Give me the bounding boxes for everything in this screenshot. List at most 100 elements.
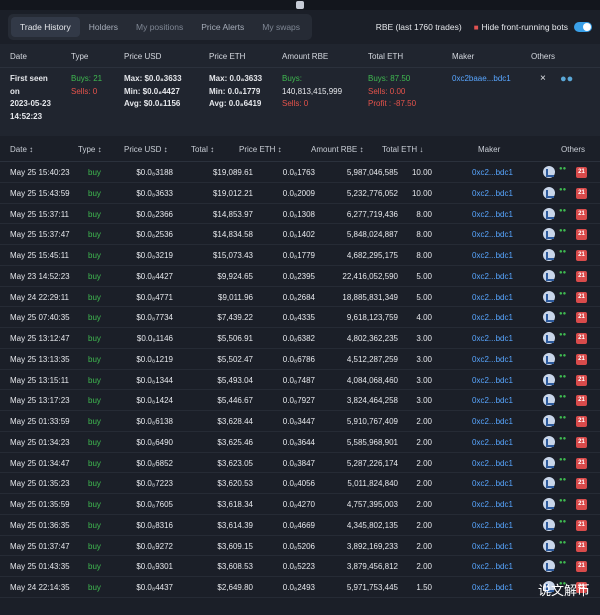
users-icon[interactable]: ●● [559,352,567,359]
th-amount[interactable]: Amount RBE ↕ [311,145,364,154]
row-maker[interactable]: 0xc2...bdc1 [472,396,513,406]
users-icon[interactable]: ●● [559,207,567,214]
chart-icon[interactable] [543,186,555,199]
chart-icon[interactable] [543,415,555,427]
count-badge[interactable]: 21 [576,478,587,490]
chart-icon[interactable] [543,539,555,552]
row-maker[interactable]: 0xc2...bdc1 [472,520,513,530]
chart-icon[interactable] [543,373,555,386]
th-price-usd[interactable]: Price USD ↕ [124,145,168,154]
users-icon[interactable]: ●● [559,415,567,421]
count-badge[interactable]: 21 [576,374,587,386]
row-maker[interactable]: 0xc2...bdc1 [472,500,513,509]
row-maker[interactable]: 0xc2...bdc1 [472,479,513,489]
chart-icon[interactable] [543,435,555,448]
count-badge[interactable]: 21 [576,353,587,365]
users-icon[interactable]: ●● [559,539,567,546]
users-icon[interactable]: ●● [559,228,567,235]
chart-icon[interactable] [543,394,555,407]
chart-icon[interactable] [543,581,555,593]
users-icon[interactable]: ●● [559,435,567,442]
chart-icon[interactable] [543,498,555,510]
count-badge[interactable]: 21 [576,499,587,510]
users-icon[interactable]: ●● [559,166,567,172]
users-icon[interactable]: ●● [559,269,567,276]
users-icon[interactable]: ●● [560,73,574,85]
chart-icon[interactable] [543,456,555,469]
users-icon[interactable]: ●● [559,249,567,255]
count-badge[interactable]: 21 [576,416,587,427]
count-badge[interactable]: 21 [576,229,587,241]
row-maker[interactable]: 0xc2...bdc1 [472,354,513,364]
users-icon[interactable]: ●● [559,477,567,484]
summary-maker[interactable]: 0xc2baae...bdc1 [452,74,511,83]
row-maker[interactable]: 0xc2...bdc1 [472,417,513,426]
users-icon[interactable]: ●● [559,518,567,525]
row-maker[interactable]: 0xc2...bdc1 [472,562,513,572]
count-badge[interactable]: 21 [576,333,587,344]
th-date[interactable]: Date ↕ [10,145,34,154]
row-maker[interactable]: 0xc2...bdc1 [472,168,513,177]
count-badge[interactable]: 21 [576,457,587,469]
users-icon[interactable]: ●● [559,332,567,338]
tab-holders[interactable]: Holders [88,22,118,32]
count-badge[interactable]: 21 [576,167,587,178]
row-maker[interactable]: 0xc2...bdc1 [472,188,513,198]
count-badge[interactable]: 21 [576,187,587,199]
count-badge[interactable]: 21 [576,270,587,282]
chart-icon[interactable] [543,249,555,261]
users-icon[interactable]: ●● [559,394,567,401]
row-maker[interactable]: 0xc2...bdc1 [472,375,513,385]
count-badge[interactable]: 21 [576,208,587,220]
count-badge[interactable]: 21 [576,519,587,531]
chart-icon[interactable] [543,269,555,282]
chevron-icon[interactable] [296,1,304,9]
tab-price-alerts[interactable]: Price Alerts [201,22,245,32]
users-icon[interactable]: ●● [559,581,567,587]
users-icon[interactable]: ●● [559,456,567,463]
users-icon[interactable]: ●● [559,311,567,318]
chart-icon[interactable] [543,311,555,324]
chart-icon[interactable] [543,290,555,303]
chart-icon[interactable] [543,207,555,220]
chart-icon[interactable] [543,560,555,573]
chart-icon[interactable] [543,332,555,344]
users-icon[interactable]: ●● [559,373,567,380]
chart-icon[interactable] [543,352,555,365]
row-maker[interactable]: 0xc2...bdc1 [472,437,513,447]
count-badge[interactable]: 21 [576,312,587,324]
tab-my-swaps[interactable]: My swaps [262,22,301,32]
users-icon[interactable]: ●● [559,186,567,193]
tab-my-positions[interactable]: My positions [136,22,184,32]
count-badge[interactable]: 21 [576,540,587,552]
count-badge[interactable]: 21 [576,291,587,303]
row-maker[interactable]: 0xc2...bdc1 [472,271,513,281]
th-type[interactable]: Type ↕ [78,145,102,154]
count-badge[interactable]: 21 [576,250,587,261]
hide-bots-toggle[interactable] [574,22,592,32]
row-maker[interactable]: 0xc2...bdc1 [472,541,513,551]
users-icon[interactable]: ●● [559,498,567,504]
users-icon[interactable]: ●● [559,290,567,297]
users-icon[interactable]: ●● [559,560,567,567]
row-maker[interactable]: 0xc2...bdc1 [472,334,513,343]
th-total[interactable]: Total ↕ [191,145,215,154]
th-total-eth[interactable]: Total ETH ↓ [382,145,424,154]
chart-icon[interactable] [543,166,555,178]
th-price-eth[interactable]: Price ETH ↕ [239,145,282,154]
count-badge[interactable]: 21 [576,436,587,448]
row-maker[interactable]: 0xc2...bdc1 [472,583,513,592]
count-badge[interactable]: 21 [576,395,587,407]
chart-icon[interactable] [543,228,555,241]
row-maker[interactable]: 0xc2...bdc1 [472,230,513,240]
row-maker[interactable]: 0xc2...bdc1 [472,209,513,219]
row-maker[interactable]: 0xc2...bdc1 [472,313,513,323]
row-maker[interactable]: 0xc2...bdc1 [472,292,513,302]
count-badge[interactable]: 21 [576,582,587,593]
row-maker[interactable]: 0xc2...bdc1 [472,251,513,260]
chart-icon[interactable] [543,477,555,490]
close-icon[interactable]: × [540,73,546,84]
chart-icon[interactable] [543,518,555,531]
count-badge[interactable]: 21 [576,561,587,573]
tab-trade-history[interactable]: Trade History [11,17,80,37]
